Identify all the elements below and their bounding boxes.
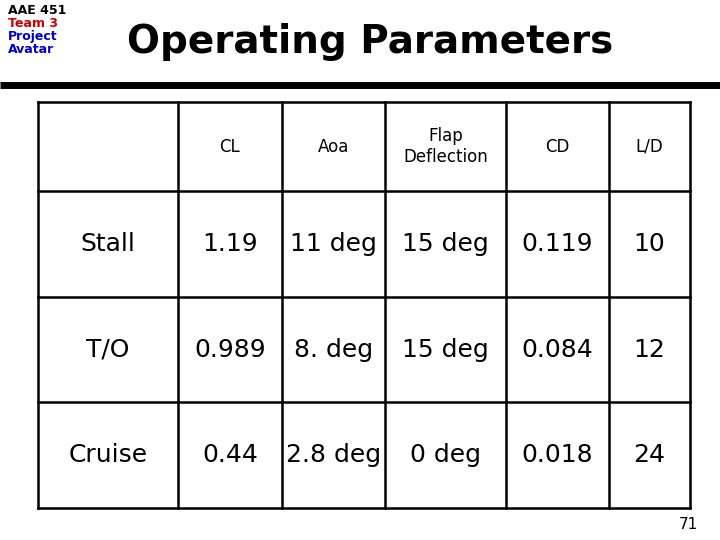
Text: 0.018: 0.018 (522, 443, 593, 467)
Text: Cruise: Cruise (68, 443, 148, 467)
Text: 0.084: 0.084 (522, 338, 593, 362)
Text: Stall: Stall (81, 232, 135, 256)
Text: Avatar: Avatar (8, 43, 54, 56)
Text: AAE 451: AAE 451 (8, 4, 66, 17)
Text: 10: 10 (634, 232, 665, 256)
Text: 0.44: 0.44 (202, 443, 258, 467)
Text: 8. deg: 8. deg (294, 338, 373, 362)
Text: Operating Parameters: Operating Parameters (127, 23, 613, 61)
Text: T/O: T/O (86, 338, 130, 362)
Text: 11 deg: 11 deg (289, 232, 377, 256)
Text: 2.8 deg: 2.8 deg (286, 443, 381, 467)
Text: CD: CD (545, 138, 570, 156)
Text: 0.989: 0.989 (194, 338, 266, 362)
Text: L/D: L/D (636, 138, 663, 156)
Text: 0.119: 0.119 (522, 232, 593, 256)
Text: 24: 24 (634, 443, 665, 467)
Text: 15 deg: 15 deg (402, 232, 489, 256)
Text: Flap
Deflection: Flap Deflection (403, 127, 487, 166)
Text: 71: 71 (679, 517, 698, 532)
Text: 15 deg: 15 deg (402, 338, 489, 362)
Text: 0 deg: 0 deg (410, 443, 481, 467)
Text: Aoa: Aoa (318, 138, 348, 156)
Text: 1.19: 1.19 (202, 232, 258, 256)
Text: Project: Project (8, 30, 58, 43)
Text: 12: 12 (634, 338, 665, 362)
Text: Team 3: Team 3 (8, 17, 58, 30)
Text: CL: CL (220, 138, 240, 156)
